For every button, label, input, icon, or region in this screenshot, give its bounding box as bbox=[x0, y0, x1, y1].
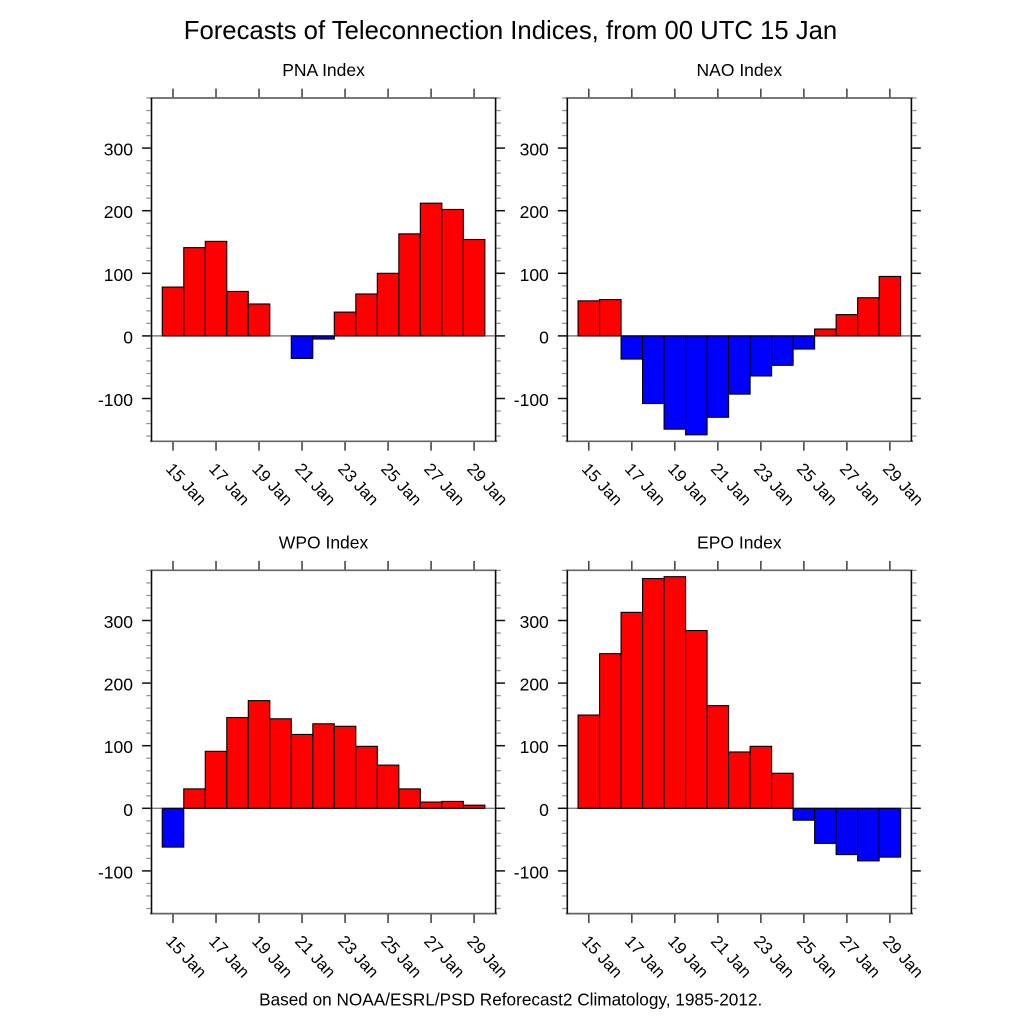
svg-text:300: 300 bbox=[104, 612, 133, 632]
svg-text:Forecasts of Teleconnection In: Forecasts of Teleconnection Indices, fro… bbox=[184, 17, 837, 45]
svg-text:PNA Index: PNA Index bbox=[282, 60, 365, 80]
svg-text:EPO Index: EPO Index bbox=[697, 532, 782, 552]
svg-text:100: 100 bbox=[104, 265, 133, 285]
svg-text:0: 0 bbox=[539, 800, 549, 820]
svg-text:200: 200 bbox=[520, 202, 549, 222]
svg-text:-100: -100 bbox=[514, 862, 549, 882]
svg-text:300: 300 bbox=[104, 140, 133, 160]
svg-text:100: 100 bbox=[104, 737, 133, 757]
svg-text:300: 300 bbox=[520, 612, 549, 632]
svg-text:Based on NOAA/ESRL/PSD Reforec: Based on NOAA/ESRL/PSD Reforecast2 Clima… bbox=[259, 990, 762, 1010]
svg-text:200: 200 bbox=[104, 675, 133, 695]
svg-text:WPO Index: WPO Index bbox=[279, 532, 369, 552]
svg-text:-100: -100 bbox=[98, 862, 133, 882]
svg-text:0: 0 bbox=[539, 327, 549, 347]
svg-text:100: 100 bbox=[520, 737, 549, 757]
svg-text:-100: -100 bbox=[98, 390, 133, 410]
svg-text:-100: -100 bbox=[514, 390, 549, 410]
svg-text:NAO Index: NAO Index bbox=[697, 60, 783, 80]
svg-text:200: 200 bbox=[520, 675, 549, 695]
svg-text:100: 100 bbox=[520, 265, 549, 285]
svg-text:0: 0 bbox=[123, 327, 133, 347]
svg-text:300: 300 bbox=[520, 140, 549, 160]
svg-text:200: 200 bbox=[104, 202, 133, 222]
svg-text:0: 0 bbox=[123, 800, 133, 820]
